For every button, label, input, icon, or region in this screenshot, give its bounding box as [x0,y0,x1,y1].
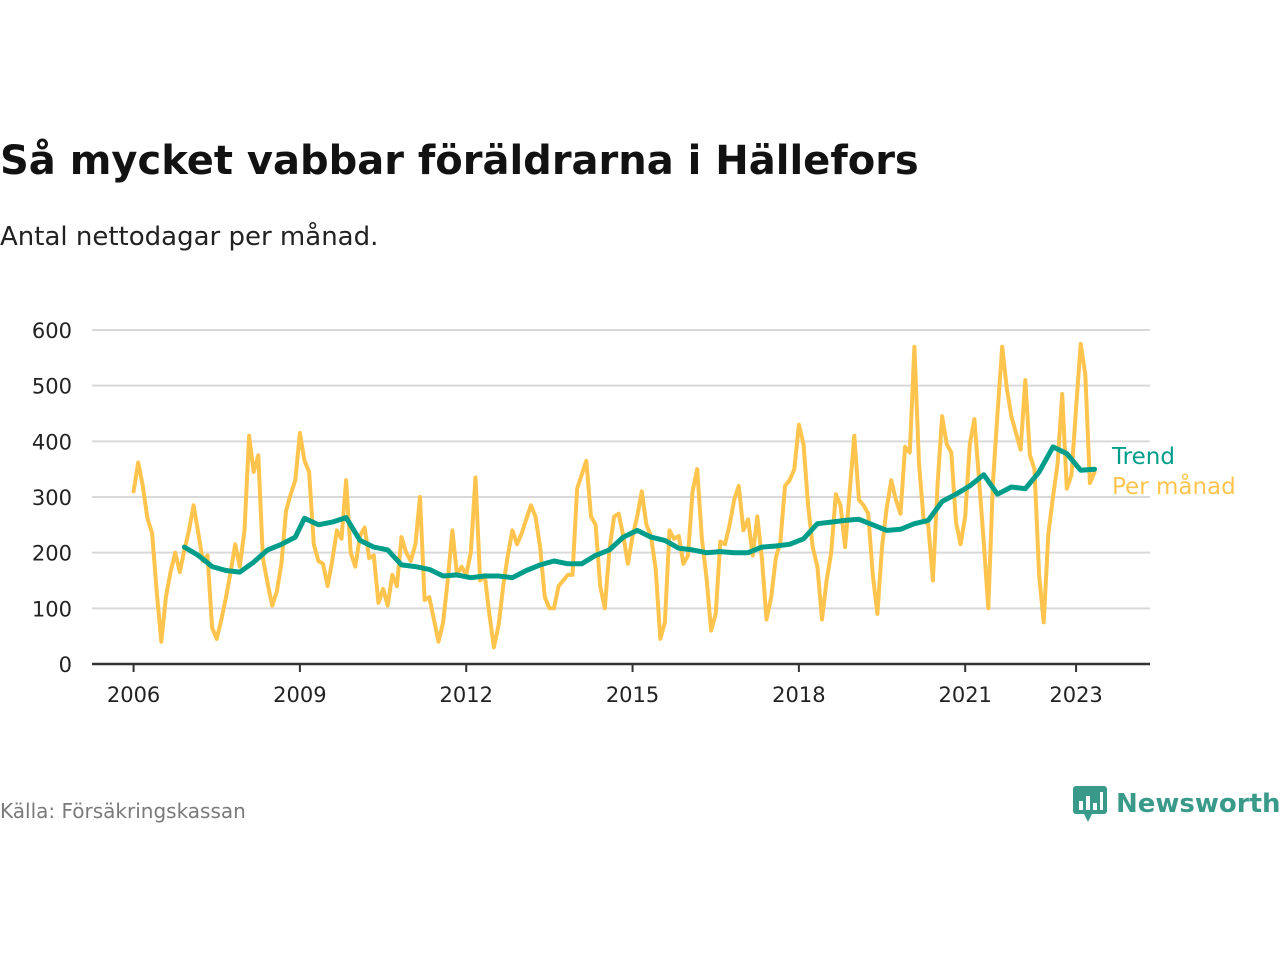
x-tick-label: 2023 [1049,683,1102,707]
source-note: Källa: Försäkringskassan [0,799,246,823]
series-line-per-manad [131,341,1097,650]
y-tick-label: 500 [32,375,72,399]
y-tick-label: 100 [32,597,72,621]
line-chart: 0 100 200 300 400 500 600 2006 2009 2012 2015 2018 2… [32,319,1236,707]
series-line-trend [181,444,1098,581]
y-tick-label: 200 [32,542,72,566]
x-tick-label: 2021 [938,683,991,707]
x-tick-label: 2015 [606,683,659,707]
x-tick-label: 2009 [273,683,326,707]
y-tick-label: 400 [32,430,72,454]
chart-title: Så mycket vabbar föräldrarna i Hällefors [0,138,919,184]
brand-logo: Newsworthy [1072,784,1280,824]
x-tick-label: 2018 [772,683,825,707]
chart-subtitle: Antal nettodagar per månad. [0,222,379,252]
y-tick-label: 600 [32,319,72,343]
brand-name: Newsworthy [1116,789,1280,819]
x-tick-label: 2006 [107,683,160,707]
y-tick-label: 0 [59,653,72,677]
y-tick-label: 300 [32,486,72,510]
newsworthy-logo-icon [1073,786,1107,822]
series-label-per-manad: Per månad [1112,472,1236,500]
x-tick-label: 2012 [440,683,493,707]
series-label-trend: Trend [1111,444,1175,470]
